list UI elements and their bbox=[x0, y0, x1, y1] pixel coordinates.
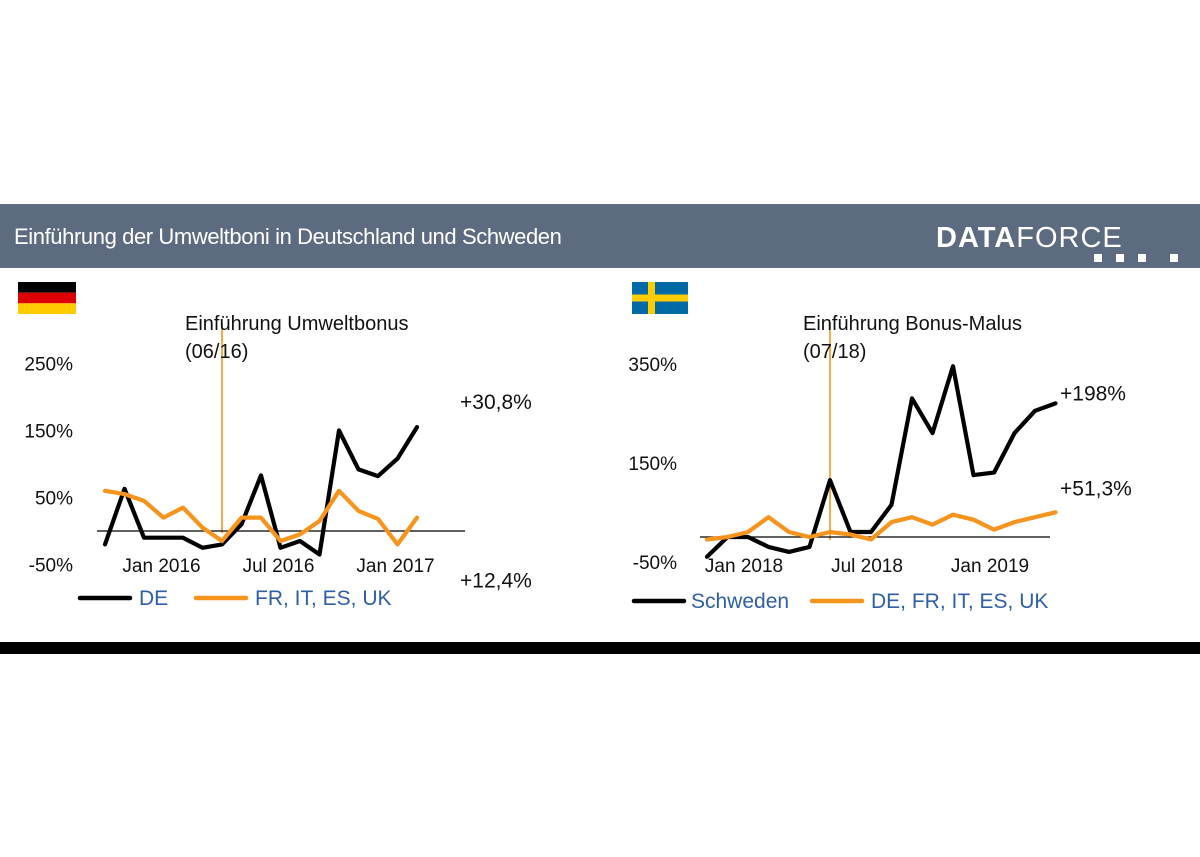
germany-flag-stripe bbox=[18, 282, 76, 293]
y-tick-label: 250% bbox=[24, 355, 73, 376]
x-tick-label: Jan 2018 bbox=[705, 556, 783, 577]
x-tick-label: Jul 2016 bbox=[243, 556, 315, 577]
series-line bbox=[704, 510, 1058, 542]
series-end-label: +12,4% bbox=[460, 570, 532, 593]
legend-label: DE bbox=[139, 587, 168, 610]
y-tick-label: 150% bbox=[628, 454, 677, 475]
event-annotation: (07/18) bbox=[803, 341, 866, 363]
legend-label: DE, FR, IT, ES, UK bbox=[871, 590, 1048, 613]
legend-label: Schweden bbox=[691, 590, 789, 613]
x-tick-label: Jan 2019 bbox=[951, 556, 1029, 577]
logo-square bbox=[1170, 254, 1178, 262]
x-tick-label: Jul 2018 bbox=[831, 556, 903, 577]
legend-label: FR, IT, ES, UK bbox=[255, 587, 392, 610]
germany-flag-stripe bbox=[18, 292, 76, 304]
y-tick-label: 50% bbox=[35, 489, 73, 510]
page-title: Einführung der Umweltboni in Deutschland… bbox=[14, 224, 562, 249]
x-tick-label: Jan 2016 bbox=[122, 556, 200, 577]
logo-square bbox=[1116, 254, 1124, 262]
logo-text-light: FORCE bbox=[1016, 222, 1123, 254]
header-bar: Einführung der Umweltboni in Deutschland… bbox=[0, 204, 1200, 268]
logo-square bbox=[1094, 254, 1102, 262]
series-line bbox=[102, 488, 420, 547]
y-tick-label: -50% bbox=[29, 556, 73, 577]
event-annotation: (06/16) bbox=[185, 341, 248, 363]
logo-square bbox=[1138, 254, 1146, 262]
series-line bbox=[704, 364, 1058, 559]
y-tick-label: 150% bbox=[24, 422, 73, 443]
event-annotation: Einführung Bonus-Malus bbox=[803, 313, 1022, 335]
series-line bbox=[102, 425, 420, 557]
y-tick-label: -50% bbox=[633, 553, 677, 574]
bottom-divider bbox=[0, 642, 1200, 654]
germany-flag-stripe bbox=[18, 303, 76, 314]
event-annotation: Einführung Umweltbonus bbox=[185, 313, 408, 335]
series-end-label: +198% bbox=[1060, 382, 1126, 405]
sweden-flag-cross bbox=[632, 294, 688, 302]
series-end-label: +51,3% bbox=[1060, 477, 1132, 500]
logo-text-bold: DATA bbox=[936, 222, 1017, 254]
series-end-label: +30,8% bbox=[460, 391, 532, 414]
dataforce-logo: DATAFORCE bbox=[936, 218, 1186, 262]
x-tick-label: Jan 2017 bbox=[356, 556, 434, 577]
y-tick-label: 350% bbox=[628, 355, 677, 376]
